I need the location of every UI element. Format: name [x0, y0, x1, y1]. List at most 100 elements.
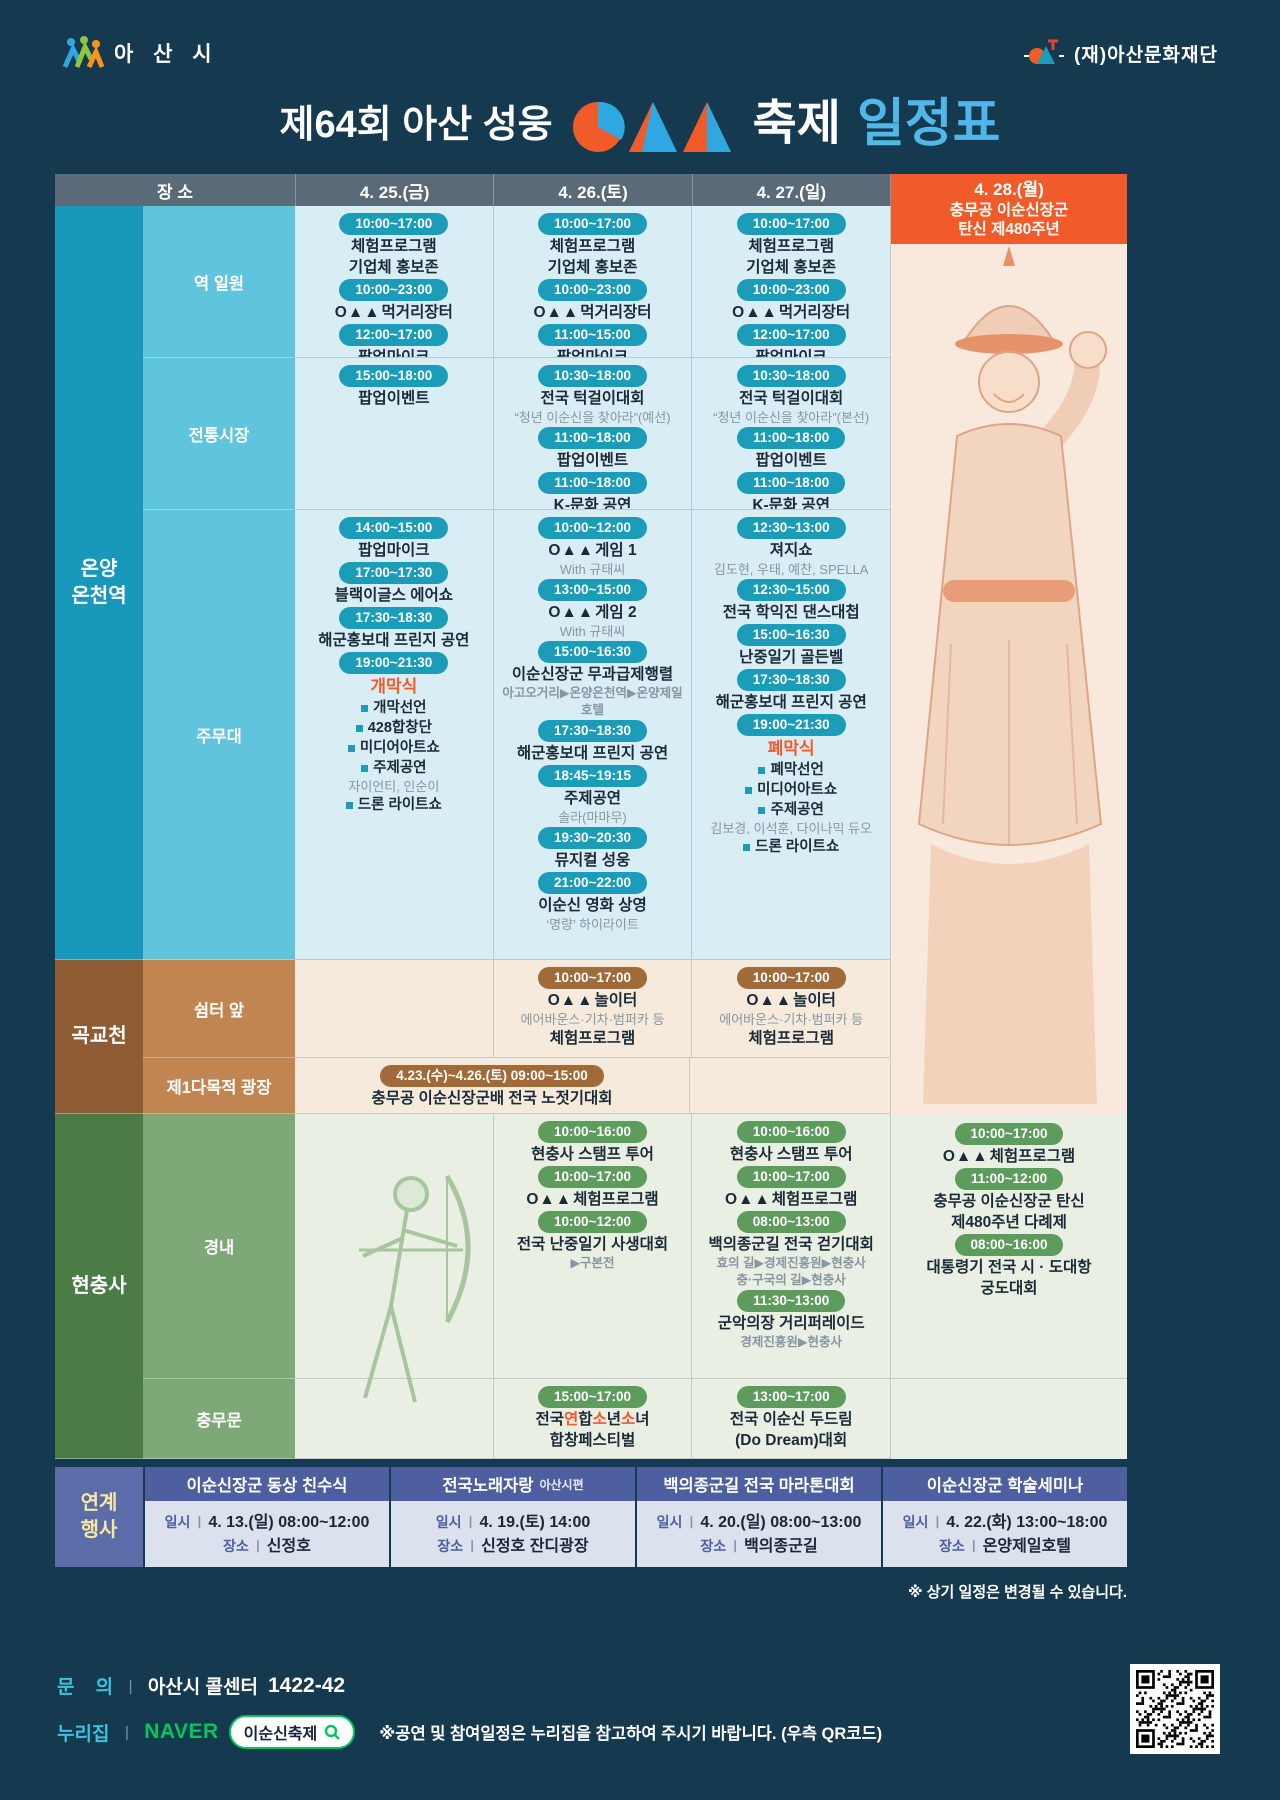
- time-pill-wrap: 11:00~12:00: [895, 1168, 1123, 1190]
- linked-events-section: 연계 행사 이순신장군 동상 친수식 일시 ㅣ 4. 13.(일) 08:00~12:…: [55, 1467, 1127, 1567]
- poster-title-prefix: 제64회 아산 성웅: [279, 104, 553, 146]
- row-gyeongnae: 경내 10:00~16:00 현충사 스탬프 투어 10:00~17:00 O▲▲체험프…: [143, 1114, 892, 1379]
- schedule-table-day4-column: 4. 28.(월) 충무공 이순신장군 탄신 제480주년: [891, 174, 1127, 1459]
- bullet-square-icon: [361, 704, 369, 712]
- event-title: 난중일기 골든벨: [739, 649, 844, 666]
- time-pill: 4.23.(수)~4.26.(토) 09:00~15:00: [380, 1065, 604, 1087]
- separator: ㅣ: [967, 1538, 980, 1554]
- time-pill-wrap: 17:30~18:30: [497, 720, 689, 742]
- place-plaza: 제1다목적 광장: [143, 1058, 295, 1114]
- event-bullet-label: 드론 라이트쇼: [357, 797, 442, 813]
- linked-event-when: 일시 ㅣ 4. 19.(토) 14:00: [393, 1512, 633, 1533]
- event-title-with-mark: O▲▲게임 2: [497, 602, 689, 623]
- asan-city-label: 아 산 시: [114, 43, 219, 66]
- bullet-square-icon: [758, 806, 766, 814]
- time-pill: 10:00~16:00: [736, 1121, 846, 1143]
- inquiry-label: 문 의: [57, 1677, 114, 1698]
- event-title: 합창페스티벌: [549, 1432, 636, 1449]
- linked-event-title-bar: 이순신장군 학술세미나: [883, 1467, 1127, 1501]
- time-pill-wrap: 12:30~15:00: [695, 579, 887, 601]
- separator: ㅣ: [685, 1514, 698, 1530]
- time-pill-wrap: 10:30~18:00: [695, 365, 887, 387]
- time-pill-wrap: 10:00~17:00: [298, 213, 490, 235]
- time-pill: 10:00~12:00: [538, 1211, 647, 1233]
- event-title-part: 녀: [635, 1411, 650, 1428]
- event-subtitle: “청년 이순신을 찾아라”(본선): [713, 410, 870, 425]
- event-title: 기업체 홍보존: [746, 259, 837, 276]
- time-pill: 10:30~18:00: [538, 365, 647, 387]
- event-title-with-mark: O▲▲체험프로그램: [895, 1146, 1123, 1167]
- linked-event-title: 백의종군길 전국 마라톤대회: [663, 1477, 855, 1495]
- schedule-cell: 13:00~17:00 전국 이순신 두드림 (Do Dream)대회: [692, 1379, 892, 1459]
- naver-search-pill: 이순신축제: [228, 1715, 356, 1749]
- time-pill-wrap: 10:00~23:00: [695, 279, 887, 301]
- schedule-cell-day4-gyeongnae: 10:00~17:00 O▲▲체험프로그램 11:00~12:00 충무공 이순신장군…: [891, 1114, 1127, 1379]
- event-title: 먹거리장터: [381, 304, 453, 321]
- event-title: 블랙이글스 에어쇼: [334, 587, 454, 604]
- bullet-square-icon: [758, 766, 766, 774]
- time-pill-wrap: 11:00~18:00: [497, 472, 689, 494]
- event-title: 체험프로그램: [771, 1191, 858, 1208]
- time-pill-wrap: 15:00~17:00: [497, 1386, 689, 1408]
- time-pill: 10:00~16:00: [538, 1121, 647, 1143]
- linked-event: 이순신장군 동상 친수식 일시 ㅣ 4. 13.(일) 08:00~12:00 장소 ㅣ 신…: [143, 1467, 389, 1567]
- inquiry-text: 아산시 콜센터: [147, 1677, 258, 1698]
- day-header-cell: 4. 27.(일): [692, 174, 891, 206]
- linked-label-line: 행사: [80, 1519, 118, 1541]
- linked-event-where-value: 신정호: [266, 1537, 311, 1555]
- linked-event-body: 일시 ㅣ 4. 19.(토) 14:00 장소 ㅣ 신정호 잔디광장: [391, 1501, 635, 1567]
- time-pill-wrap: 10:00~17:00: [895, 1123, 1123, 1145]
- schedule-cell: 15:00~17:00 전국연합소년소녀 합창페스티벌: [493, 1379, 693, 1459]
- group-label-line: 곡교천: [71, 1025, 127, 1047]
- time-pill-wrap: 4.23.(수)~4.26.(토) 09:00~15:00: [298, 1065, 686, 1087]
- time-pill-wrap: 11:00~18:00: [695, 427, 887, 449]
- linked-event-field-label: 일시: [164, 1513, 191, 1530]
- qr-code: [1130, 1664, 1220, 1754]
- bullet-square-icon: [345, 801, 353, 809]
- event-bullet-label: 428합창단: [367, 720, 432, 736]
- time-pill: 17:30~18:30: [736, 669, 846, 691]
- linked-event-field-label: 일시: [902, 1513, 929, 1530]
- event-title: 대통령기 전국 시 · 도대항: [926, 1259, 1092, 1276]
- event-bullet: 드론 라이트쇼: [695, 837, 887, 857]
- day4-date: 4. 28.(월): [974, 180, 1044, 199]
- event-title-with-mark: O▲▲놀이터: [695, 990, 887, 1011]
- place-stage: 주무대: [143, 510, 295, 960]
- time-pill-wrap: 08:00~13:00: [695, 1211, 887, 1233]
- place-label: 충무문: [196, 1411, 242, 1430]
- bullet-square-icon: [743, 843, 751, 851]
- asan-city-logo: 아 산 시: [62, 36, 219, 70]
- time-pill: 10:00~17:00: [736, 1166, 846, 1188]
- time-pill-wrap: 18:45~19:15: [497, 765, 689, 787]
- event-title-part: 합: [578, 1411, 593, 1428]
- time-pill-wrap: 15:00~18:00: [298, 365, 490, 387]
- naver-logo: NAVER: [144, 1720, 219, 1743]
- linked-event-where-value: 백의종군길: [744, 1537, 818, 1555]
- day4-illustration: [891, 244, 1127, 1114]
- linked-event-when: 일시 ㅣ 4. 22.(화) 13:00~18:00: [885, 1512, 1125, 1533]
- event-route: 충·구국의 길▶현충사: [736, 1273, 846, 1287]
- schedule-sections: 온양 온천역 역 일원 10:00~17:00 체험프로그램 기업체 홍보존 10:00~2…: [55, 206, 892, 1459]
- section-gokgyo: 곡교천 쉼터 앞 10:00~17:00 O▲▲놀이터 에어바운스·기차·범퍼카 등 체험…: [55, 960, 892, 1114]
- time-pill-wrap: 08:00~16:00: [895, 1234, 1123, 1256]
- event-bullet-label: 미디어아트쇼: [359, 740, 440, 756]
- linked-event-field-label: 장소: [700, 1537, 727, 1554]
- time-pill-wrap: 10:00~23:00: [497, 279, 689, 301]
- event-title-part: 소: [592, 1411, 607, 1428]
- schedule-cell: 10:00~17:00 O▲▲놀이터 에어바운스·기차·범퍼카 등 체험프로그램: [692, 960, 892, 1058]
- linked-event-field-label: 장소: [437, 1537, 464, 1554]
- row-shelter: 쉼터 앞 10:00~17:00 O▲▲놀이터 에어바운스·기차·범퍼카 등 체험프로그…: [143, 960, 892, 1058]
- time-pill: 14:00~15:00: [339, 517, 449, 539]
- event-title-with-mark: O▲▲게임 1: [497, 540, 689, 561]
- event-title-with-mark: O▲▲먹거리장터: [298, 302, 490, 323]
- linked-event: 백의종군길 전국 마라톤대회 일시 ㅣ 4. 20.(일) 08:00~13:00 장소…: [635, 1467, 881, 1567]
- linked-event-body: 일시 ㅣ 4. 22.(화) 13:00~18:00 장소 ㅣ 온양제일호텔: [883, 1501, 1127, 1567]
- day4-header-cell: 4. 28.(월) 충무공 이순신장군 탄신 제480주년: [891, 174, 1127, 244]
- event-title: 놀이터: [594, 992, 638, 1009]
- separator: ㅣ: [464, 1514, 477, 1530]
- bullet-square-icon: [745, 786, 753, 794]
- foundation-logo: (재)아산문화재단: [1023, 38, 1218, 68]
- linked-event-title: 전국노래자랑: [442, 1477, 534, 1495]
- qr-pattern-icon: [1136, 1670, 1214, 1748]
- event-subtitle: 에어바운스·기차·범퍼카 등: [719, 1012, 864, 1027]
